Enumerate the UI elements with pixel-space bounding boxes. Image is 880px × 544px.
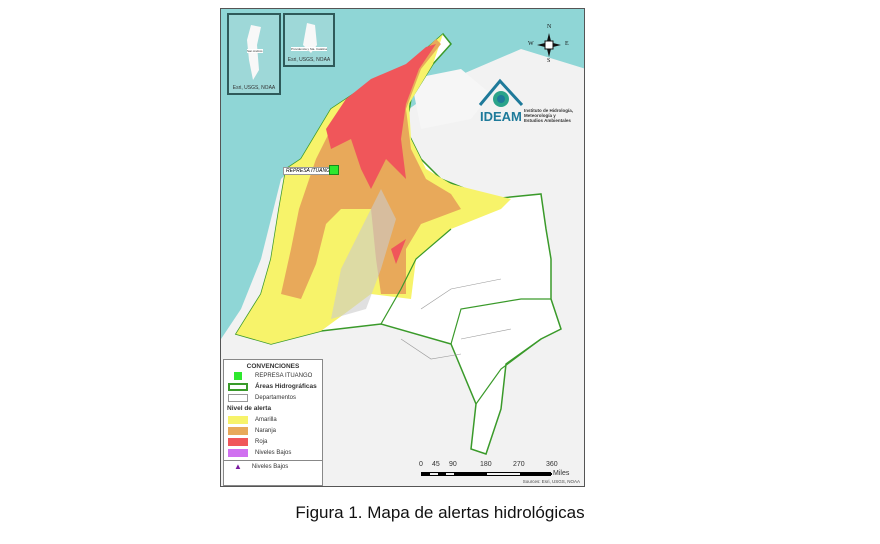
venezuela-coast — [411, 69, 491, 129]
compass-w: W — [528, 41, 534, 47]
alert-heading: Nivel de alerta — [227, 405, 272, 412]
scale-bar: 0 45 90 180 270 360 Miles — [416, 461, 584, 486]
figure-caption: Figura 1. Mapa de alertas hidrológicas — [295, 503, 585, 522]
scale-tick: 0 — [419, 461, 423, 468]
departments-swatch — [228, 393, 248, 402]
legend-label: Amarilla — [255, 416, 277, 423]
inset-san-andres: San Andrés Esri, USGS, NOAA — [227, 13, 281, 95]
inset-label: San Andrés — [247, 49, 263, 53]
inset-source: Esri, USGS, NOAA — [232, 85, 276, 91]
alert-map: San Andrés Esri, USGS, NOAA Providencia … — [220, 8, 585, 487]
legend-item-departments: Departamentos — [224, 392, 322, 403]
legend-label: REPRESA ITUANGO — [255, 372, 313, 379]
compass-e: E — [565, 41, 569, 47]
legend: CONVENCIONES REPRESA ITUANGO Áreas Hidro… — [223, 359, 323, 486]
andes-relief — [331, 189, 396, 319]
compass-s: S — [547, 58, 551, 64]
dam-marker[interactable] — [329, 165, 339, 175]
dam-swatch — [234, 371, 242, 380]
hydro-swatch — [228, 382, 248, 391]
ideam-logo: IDEAM Instituto de Hidrología, Meteorolo… — [476, 77, 576, 129]
hydrographic-area-boundaries — [380, 228, 551, 405]
roja-swatch — [228, 437, 248, 446]
inset-label: Providencia y Sta. Catalina — [291, 47, 328, 51]
legend-label: Niveles Bajos — [255, 449, 292, 456]
legend-label: Áreas Hidrográficas — [255, 383, 317, 390]
triangle-icon: ▲ — [234, 462, 242, 471]
scale-unit: Miles — [553, 470, 570, 477]
legend-item-naranja: Naranja — [224, 425, 322, 436]
legend-item-hydro: Áreas Hidrográficas — [224, 381, 322, 392]
providencia-island — [303, 23, 317, 53]
scale-tick: 180 — [480, 461, 492, 468]
legend-item-roja: Roja — [224, 436, 322, 447]
compass-n: N — [547, 24, 552, 30]
compass-icon — [537, 33, 561, 57]
ideam-institution: Instituto de Hidrología, Meteorología y … — [524, 108, 573, 123]
amarilla-swatch — [228, 415, 248, 424]
ideam-name: IDEAM — [480, 109, 522, 124]
inset-source: Esri, USGS, NOAA — [287, 57, 331, 63]
legend-item-amarilla: Amarilla — [224, 414, 322, 425]
alert-zone-roja — [326, 44, 436, 189]
scale-tick: 90 — [449, 461, 457, 468]
legend-item-low-marker: ▲ Niveles Bajos — [224, 460, 322, 472]
scale-bar-graphic — [421, 472, 552, 476]
niveles-bajos-swatch — [228, 448, 248, 457]
legend-label: Naranja — [255, 427, 277, 434]
department-boundaries — [400, 278, 512, 360]
legend-title: CONVENCIONES — [246, 363, 300, 370]
legend-item-niveles-bajos: Niveles Bajos — [224, 447, 322, 458]
compass-rose: N S E W — [528, 24, 569, 64]
ideam-emblem-icon — [478, 78, 524, 107]
scale-tick: 270 — [513, 461, 525, 468]
inset-providencia: Providencia y Sta. Catalina Esri, USGS, … — [283, 13, 335, 67]
alert-zone-roja-small — [391, 239, 406, 264]
legend-item-dam: REPRESA ITUANGO — [224, 370, 322, 381]
legend-label: Niveles Bajos — [251, 463, 289, 470]
scale-tick: 45 — [432, 461, 440, 468]
naranja-swatch — [228, 426, 248, 435]
legend-label: Roja — [255, 438, 268, 445]
map-sources: Sources: Esri, USGS, NOAA — [522, 479, 580, 484]
scale-tick: 360 — [546, 461, 558, 468]
san-andres-island — [247, 25, 261, 80]
legend-label: Departamentos — [255, 394, 297, 401]
